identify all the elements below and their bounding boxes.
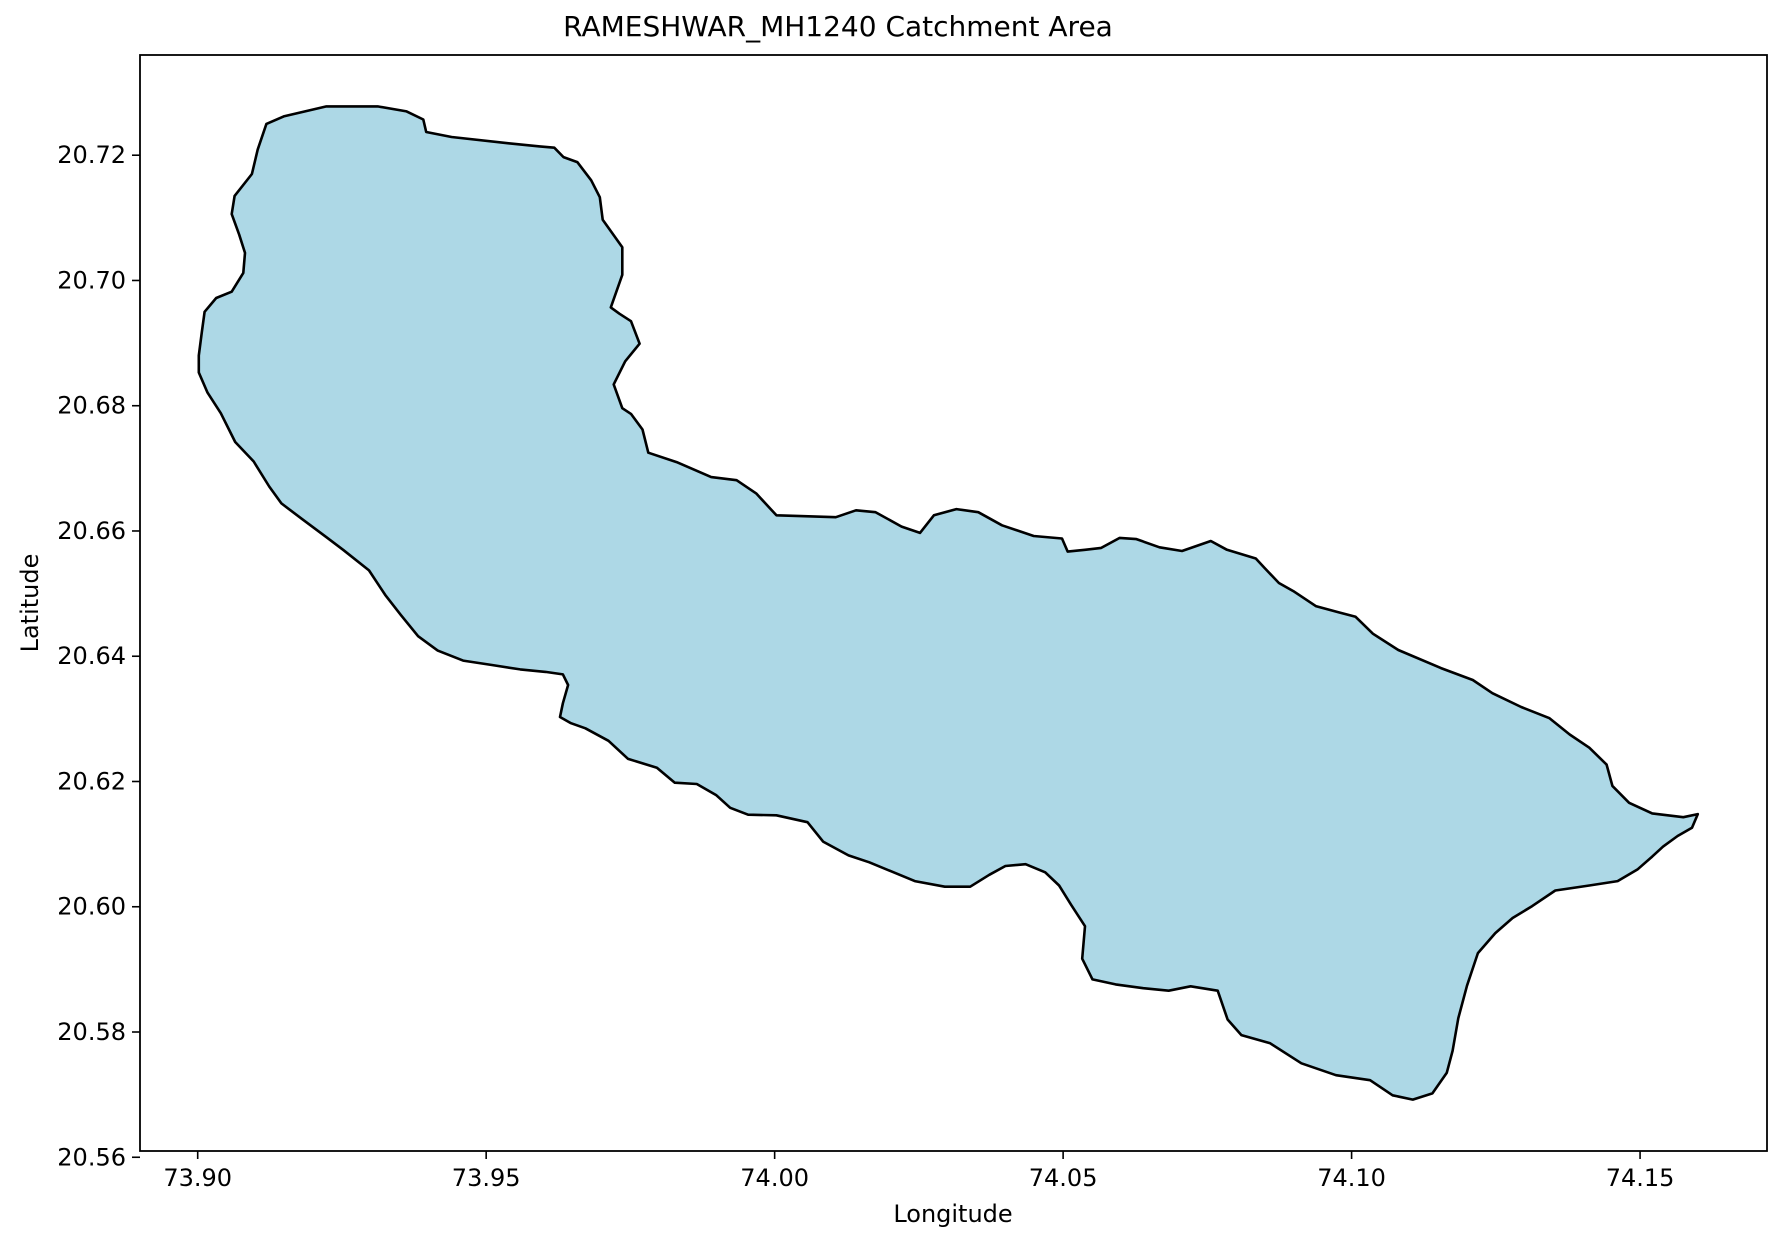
catchment-boundary-polygon	[197, 105, 1700, 1101]
y-tick-label: 20.60	[57, 893, 126, 921]
y-tick-label: 20.58	[57, 1018, 126, 1046]
x-tick-label: 73.95	[452, 1164, 521, 1192]
x-tick-label: 74.05	[1029, 1164, 1098, 1192]
y-tick-label: 20.62	[57, 767, 126, 795]
y-tick-label: 20.72	[57, 141, 126, 169]
y-axis-label: Latitude	[16, 554, 44, 653]
plot-area	[197, 105, 1700, 1101]
y-tick-label: 20.56	[57, 1143, 126, 1171]
axes-frame	[139, 54, 1768, 1152]
y-tick-label: 20.64	[57, 642, 126, 670]
chart-title: RAMESHWAR_MH1240 Catchment Area	[563, 10, 1113, 43]
x-tick-label: 74.00	[740, 1164, 809, 1192]
x-tick-label: 74.10	[1317, 1164, 1386, 1192]
x-tick-label: 74.15	[1606, 1164, 1675, 1192]
x-tick-label: 73.90	[163, 1164, 232, 1192]
y-tick-label: 20.70	[57, 266, 126, 294]
x-axis-label: Longitude	[893, 1200, 1012, 1228]
y-axis-ticks: 20.56 20.58 20.60 20.62 20.64 20.66 20.68 20.70…	[57, 141, 140, 1171]
y-tick-label: 20.66	[57, 517, 126, 545]
x-axis-ticks: 73.90 73.95 74.00 74.05 74.10 74.15	[163, 1151, 1674, 1192]
y-tick-label: 20.68	[57, 392, 126, 420]
